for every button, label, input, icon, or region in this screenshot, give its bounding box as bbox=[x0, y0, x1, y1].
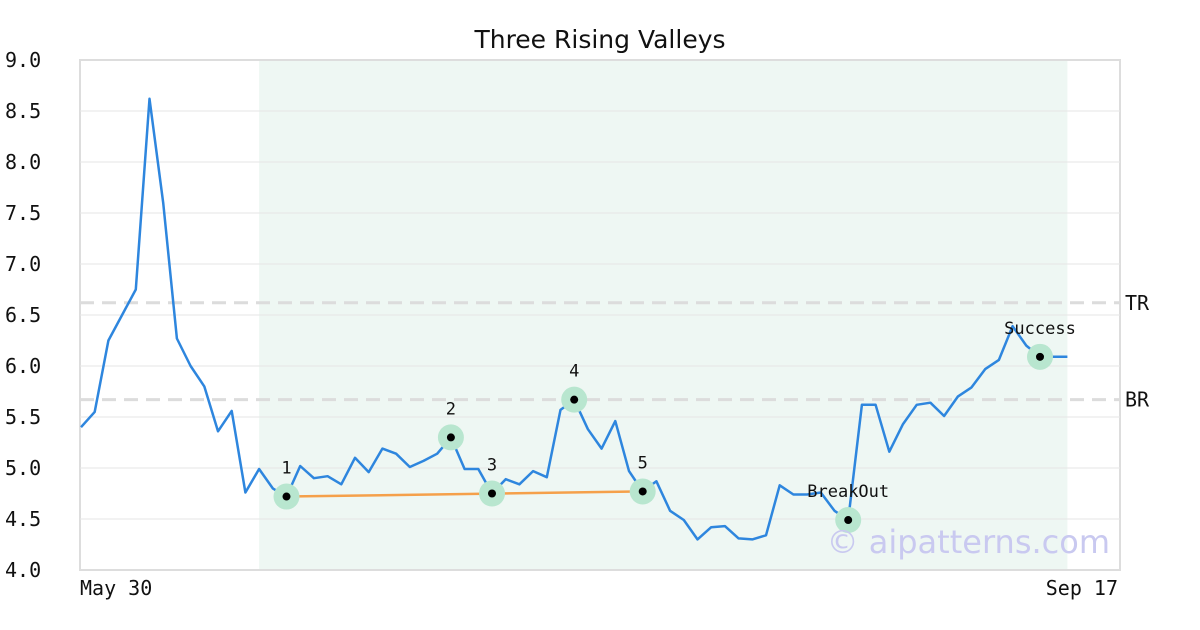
point-marker bbox=[1036, 352, 1044, 361]
point-label: 5 bbox=[638, 453, 648, 473]
point-label: 2 bbox=[446, 399, 456, 419]
x-tick-label: Sep 17 bbox=[1046, 576, 1118, 600]
point-marker bbox=[282, 492, 291, 501]
y-tick-label: 5.5 bbox=[5, 405, 41, 429]
support-line-layer bbox=[286, 490, 643, 498]
level-lines-layer: TR BR bbox=[80, 291, 1150, 412]
point-label: 3 bbox=[487, 456, 497, 476]
x-tick-label: May 30 bbox=[80, 576, 152, 600]
y-tick-label: 4.0 bbox=[5, 558, 41, 582]
point-marker bbox=[446, 433, 455, 442]
y-axis-ticks: 4.0 4.5 5.0 5.5 6.0 6.5 7.0 7.5 8.0 8.5 9.0 bbox=[5, 48, 41, 582]
grid-layer bbox=[80, 110, 1120, 520]
y-tick-label: 8.5 bbox=[5, 99, 41, 123]
support-line bbox=[286, 490, 643, 498]
pattern-points-layer: 1 2 3 4 5 BreakOut Success bbox=[273, 319, 1076, 534]
y-tick-label: 4.5 bbox=[5, 507, 41, 531]
point-marker bbox=[638, 487, 647, 496]
y-tick-label: 5.0 bbox=[5, 456, 41, 480]
y-tick-label: 7.5 bbox=[5, 201, 41, 225]
level-label: BR bbox=[1125, 388, 1150, 412]
point-label: 1 bbox=[281, 459, 291, 479]
point-marker bbox=[488, 489, 496, 498]
chart-title: Three Rising Valleys bbox=[473, 25, 725, 54]
y-tick-label: 6.5 bbox=[5, 303, 41, 327]
watermark-text: © aipatterns.com bbox=[827, 523, 1110, 561]
level-label: TR bbox=[1125, 291, 1150, 315]
point-label: 4 bbox=[569, 362, 579, 382]
point-marker bbox=[570, 395, 579, 404]
y-tick-label: 7.0 bbox=[5, 252, 41, 276]
point-label: Success bbox=[1004, 319, 1076, 339]
y-tick-label: 8.0 bbox=[5, 150, 41, 174]
point-label: BreakOut bbox=[807, 482, 889, 502]
y-tick-label: 6.0 bbox=[5, 354, 41, 378]
point-marker bbox=[844, 516, 853, 525]
y-tick-label: 9.0 bbox=[5, 48, 41, 72]
x-axis-ticks: May 30 Sep 17 bbox=[80, 576, 1118, 600]
